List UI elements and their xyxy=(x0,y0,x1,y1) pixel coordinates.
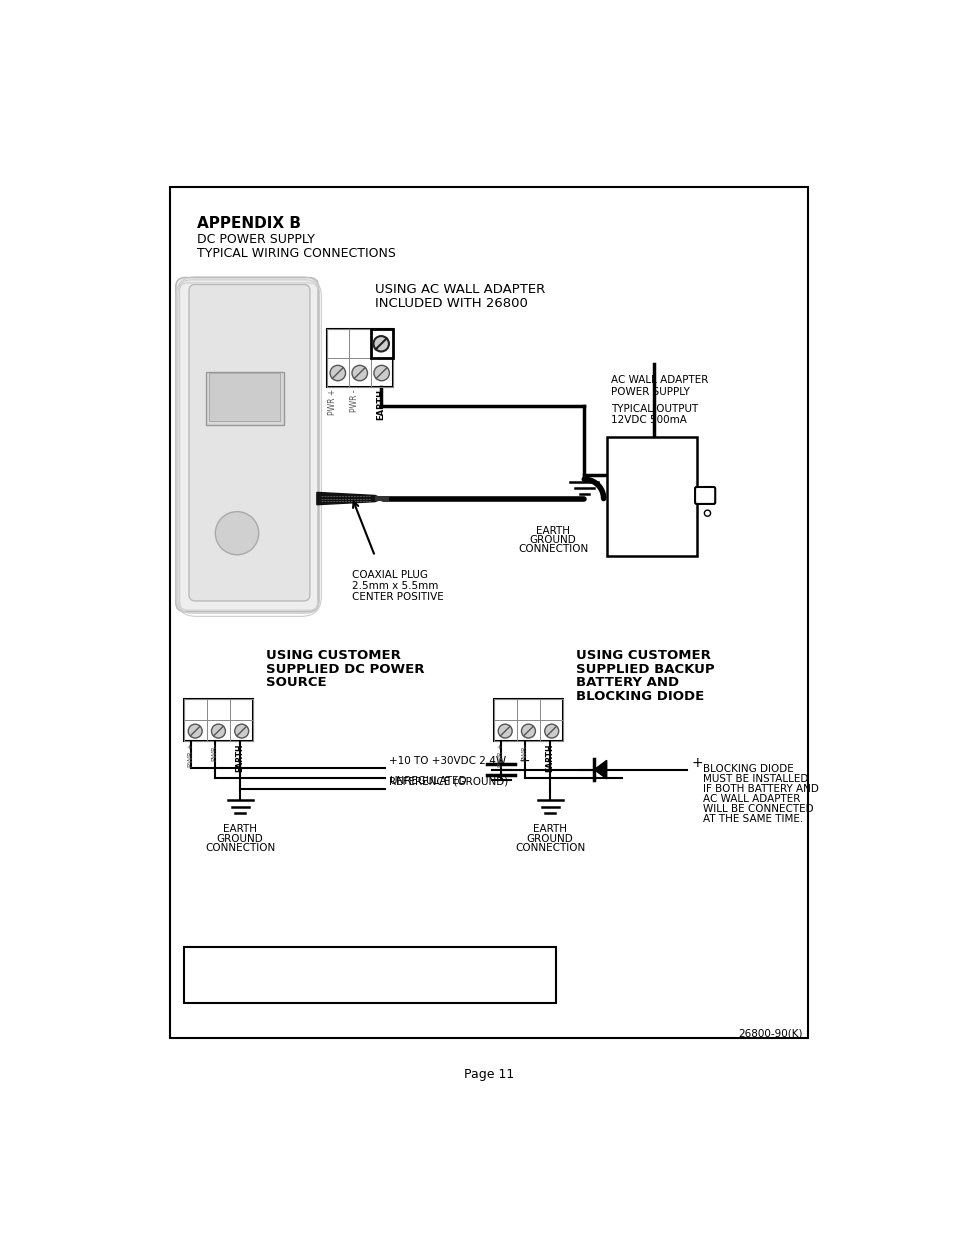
Circle shape xyxy=(215,511,258,555)
Text: USING AC WALL ADAPTER: USING AC WALL ADAPTER xyxy=(375,283,545,296)
Circle shape xyxy=(373,336,389,352)
Text: EARTH: EARTH xyxy=(223,824,257,835)
Text: COAXIAL PLUG: COAXIAL PLUG xyxy=(352,571,427,580)
Text: INCLUDED WITH 26800: INCLUDED WITH 26800 xyxy=(375,296,527,310)
Circle shape xyxy=(703,510,710,516)
Text: AC WALL ADAPTER: AC WALL ADAPTER xyxy=(702,794,800,804)
Text: EARTH GROUND CONNECTION IS NEEDED TO: EARTH GROUND CONNECTION IS NEEDED TO xyxy=(196,957,431,967)
Text: IF BOTH BATTERY AND: IF BOTH BATTERY AND xyxy=(702,784,818,794)
Circle shape xyxy=(544,724,558,739)
Text: MUST BE INSTALLED: MUST BE INSTALLED xyxy=(702,774,807,784)
FancyBboxPatch shape xyxy=(695,487,715,504)
Bar xyxy=(607,437,696,556)
Bar xyxy=(183,699,253,741)
Text: PWR +: PWR + xyxy=(328,389,336,415)
Bar xyxy=(371,330,393,358)
Polygon shape xyxy=(594,761,606,779)
Text: SUPPLIED DC POWER: SUPPLIED DC POWER xyxy=(266,662,424,676)
Text: TYPICAL OUTPUT: TYPICAL OUTPUT xyxy=(611,404,698,414)
Text: 26800-90(K): 26800-90(K) xyxy=(738,1029,802,1039)
Text: PWR-: PWR- xyxy=(212,743,217,762)
Text: PWR-: PWR- xyxy=(521,743,527,762)
Text: PWR -: PWR - xyxy=(349,389,358,411)
Text: DC POWER SUPPLY: DC POWER SUPPLY xyxy=(196,233,314,246)
Circle shape xyxy=(330,366,345,380)
Bar xyxy=(206,372,283,425)
Circle shape xyxy=(374,366,389,380)
Polygon shape xyxy=(316,493,382,505)
Text: PROTECT DEVICE FROM ELECTRICAL TRANSIENTS.: PROTECT DEVICE FROM ELECTRICAL TRANSIENT… xyxy=(196,978,456,988)
Text: GROUND: GROUND xyxy=(526,834,573,844)
Text: BLOCKING DIODE: BLOCKING DIODE xyxy=(576,690,704,703)
Text: 12VDC 500mA: 12VDC 500mA xyxy=(611,415,686,425)
Bar xyxy=(493,699,562,741)
Text: PWR +: PWR + xyxy=(497,743,504,767)
Text: EARTH: EARTH xyxy=(545,743,554,772)
Text: BATTERY AND: BATTERY AND xyxy=(576,677,679,689)
Text: +: + xyxy=(517,755,530,768)
Text: REFERENCE (GROUND): REFERENCE (GROUND) xyxy=(389,777,508,787)
Text: +10 TO +30VDC 2.4W: +10 TO +30VDC 2.4W xyxy=(389,756,505,766)
FancyBboxPatch shape xyxy=(175,278,318,611)
Circle shape xyxy=(497,724,512,739)
Circle shape xyxy=(352,366,367,380)
Text: UNREGULATED: UNREGULATED xyxy=(389,776,466,785)
Text: EARTH: EARTH xyxy=(376,389,385,420)
Circle shape xyxy=(521,724,535,739)
Text: USING CUSTOMER: USING CUSTOMER xyxy=(576,648,711,662)
Text: CONNECTION: CONNECTION xyxy=(517,543,588,555)
Text: APPENDIX B: APPENDIX B xyxy=(196,216,300,231)
Text: SUPPLIED BACKUP: SUPPLIED BACKUP xyxy=(576,662,715,676)
Text: GROUND: GROUND xyxy=(529,535,576,545)
Bar xyxy=(170,186,807,1037)
Text: PWR +: PWR + xyxy=(188,743,194,767)
Circle shape xyxy=(188,724,202,739)
Text: AC WALL ADAPTER: AC WALL ADAPTER xyxy=(611,375,708,385)
Text: CONNECTION: CONNECTION xyxy=(515,842,584,852)
Text: EARTH: EARTH xyxy=(536,526,570,536)
Text: CONFORM WITH EMI REQUIREMENTS AND HELP: CONFORM WITH EMI REQUIREMENTS AND HELP xyxy=(196,967,443,977)
Text: +: + xyxy=(691,756,702,771)
Text: CENTER POSITIVE: CENTER POSITIVE xyxy=(352,592,443,601)
Circle shape xyxy=(234,724,249,739)
Text: WILL BE CONNECTED: WILL BE CONNECTED xyxy=(702,804,813,814)
Text: 2.5mm x 5.5mm: 2.5mm x 5.5mm xyxy=(352,580,437,590)
Text: POWER SUPPLY: POWER SUPPLY xyxy=(611,387,690,396)
Bar xyxy=(209,373,280,421)
Bar xyxy=(183,947,555,1003)
Text: GROUND: GROUND xyxy=(216,834,263,844)
Text: TYPICAL WIRING CONNECTIONS: TYPICAL WIRING CONNECTIONS xyxy=(196,247,395,259)
Text: EARTH: EARTH xyxy=(533,824,566,835)
Text: SOURCE: SOURCE xyxy=(266,677,327,689)
Text: USING CUSTOMER: USING CUSTOMER xyxy=(266,648,401,662)
Text: CONNECTION: CONNECTION xyxy=(205,842,275,852)
Circle shape xyxy=(212,724,225,739)
Bar xyxy=(327,330,393,387)
Text: AT THE SAME TIME.: AT THE SAME TIME. xyxy=(702,814,802,824)
Text: BLOCKING DIODE: BLOCKING DIODE xyxy=(702,764,793,774)
FancyBboxPatch shape xyxy=(189,284,310,601)
Text: EARTH: EARTH xyxy=(235,743,244,772)
Text: Page 11: Page 11 xyxy=(463,1068,514,1082)
Bar xyxy=(375,496,389,501)
